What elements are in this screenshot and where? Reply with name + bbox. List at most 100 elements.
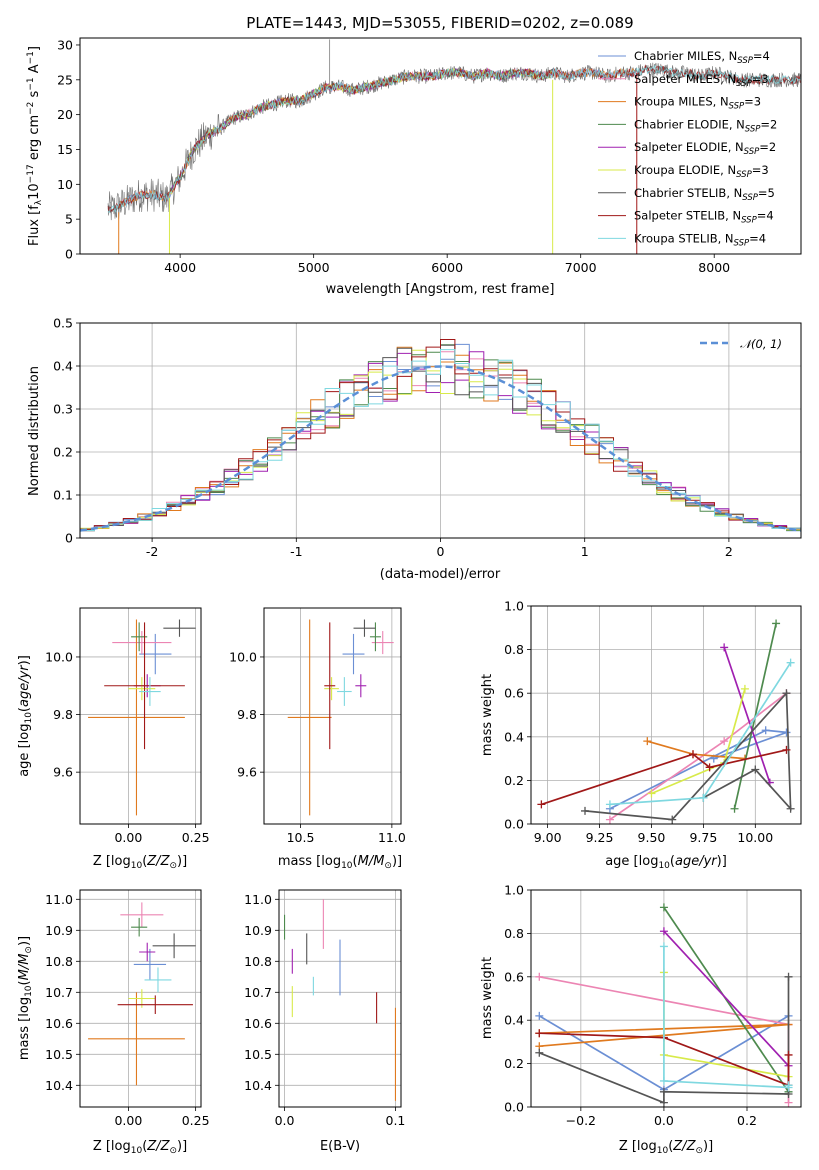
y-tick-label: 10.5 (244, 1047, 272, 1062)
y-tick-label: 5 (65, 212, 73, 227)
legend-label-salpeter-stelib: Salpeter STELIB, NSSP=4 (634, 209, 774, 226)
errorbar-kroupa-stelib (139, 677, 161, 706)
marker-salpeter-elodie (720, 643, 729, 652)
errorbar-salpeter-elodie (355, 674, 367, 698)
series-chabrier-stelib (584, 691, 792, 821)
age-vs-metallicity-panel: 0.00 0.25 9.6 9.8 10.0 Z [log10(Z/Z⊙)] age [… (17, 607, 210, 871)
marker-kroupa-stelib (699, 793, 708, 802)
marker-chabrier-stelib (782, 689, 791, 698)
y-tick-label: 10.4 (244, 1078, 272, 1093)
mass-ebv-ticks: 0.0 0.1 10.4 10.5 10.6 10.7 10.8 10.9 11.0 (244, 892, 405, 1128)
x-tick-label: -2 (146, 544, 158, 559)
spectrum-marks (107, 39, 801, 254)
x-tick-label: 9.75 (689, 830, 717, 845)
age-vs-mass-panel: 10.5 11.0 9.6 9.8 10.0 mass [log10(M/M⊙)] (229, 607, 406, 871)
x-tick-label: 0.0 (275, 1113, 295, 1128)
mass-ebv-marks (283, 899, 397, 1101)
errorbar-kroupa-stelib (144, 967, 172, 993)
spectrum-title: PLATE=1443, MJD=53055, FIBERID=0202, z=0… (246, 14, 633, 32)
legend-label-chabrier-elodie: Chabrier ELODIE, NSSP=2 (634, 117, 777, 134)
y-tick-label: 9.6 (53, 765, 73, 780)
y-tick-label: 0.0 (504, 817, 524, 832)
x-tick-label: 0 (437, 544, 445, 559)
histogram-marks (79, 339, 802, 538)
age-mass-axes-frame (263, 607, 402, 825)
x-tick-label: 1 (581, 544, 589, 559)
y-tick-label: 9.8 (53, 707, 73, 722)
mass-z-ticks: 0.00 0.25 10.4 10.5 10.6 10.7 10.8 10.9 11.0 (45, 892, 209, 1128)
mass-ebv-axes-frame (278, 889, 402, 1108)
marker-kroupa-stelib (605, 800, 614, 809)
histogram-kroupa-stelib (79, 349, 802, 538)
y-tick-label: 0.2 (53, 445, 73, 460)
y-tick-label: 0.3 (53, 402, 73, 417)
x-tick-label: 0.0 (654, 1113, 674, 1128)
y-tick-label: 10.5 (45, 1047, 73, 1062)
legend-label-salpeter-miles: Salpeter MILES, NSSP=3 (634, 72, 769, 89)
errorbar-salpeter-miles (120, 902, 164, 928)
errorbar-salpeter-miles (112, 631, 172, 655)
x-tick-label: 0.25 (182, 830, 210, 845)
x-tick-label: 10.00 (737, 830, 773, 845)
x-tick-label: 11.0 (378, 830, 406, 845)
x-tick-label: 4000 (164, 260, 196, 275)
marker-chabrier-miles (782, 728, 791, 737)
errorbar-kroupa-miles (287, 619, 332, 816)
y-tick-label: 0 (65, 247, 73, 262)
spectrum-axes-frame (79, 37, 802, 255)
errorbar-chabrier-stelib (163, 619, 196, 637)
spectrum-x-label: wavelength [Angstrom, rest frame] (326, 282, 555, 297)
errorbar-salpeter-stelib (104, 622, 185, 750)
marker-kroupa-stelib (784, 1081, 793, 1090)
marker-salpeter-stelib (689, 750, 697, 759)
weight-z-axes-frame (530, 889, 802, 1108)
marker-chabrier-stelib (659, 1087, 668, 1096)
marker-chabrier-stelib (751, 765, 760, 774)
legend-normal-label: 𝒩(0, 1) (740, 337, 782, 351)
mass-vs-metallicity-panel: 0.00 0.25 10.4 10.5 10.6 10.7 10.8 10.9 11.0 Z [… (17, 889, 210, 1156)
age-z-ticks: 0.00 0.25 9.6 9.8 10.0 (45, 649, 209, 845)
y-tick-label: 10 (57, 177, 73, 192)
errorbar-kroupa-elodie (324, 677, 339, 701)
weight-age-axes-frame (530, 605, 802, 825)
series-salpeter-elodie (663, 930, 790, 1067)
age-z-x-label: Z [log10(Z/Z⊙)] (93, 854, 187, 871)
marker-chabrier-elodie (772, 619, 781, 628)
errorbar-kroupa-miles (88, 619, 185, 816)
age-mass-grid (264, 608, 401, 824)
y-tick-label: 10.7 (244, 985, 272, 1000)
y-tick-label: 0.1 (53, 488, 73, 503)
errorbar-chabrier-elodie (369, 622, 381, 652)
series-salpeter-stelib (541, 749, 787, 806)
histogram-x-label: (data-model)/error (380, 567, 501, 582)
weight-age-ticks: 9.00 9.25 9.50 9.75 10.00 0.0 0.2 0.4 0.6 0.8 1.0 (504, 599, 773, 846)
age-z-y-label: age [log10(age/yr)] (17, 655, 34, 777)
y-tick-label: 9.6 (237, 765, 257, 780)
mass-z-axes-frame (79, 889, 202, 1108)
series-salpeter-elodie (723, 647, 771, 783)
weight-z-x-label: Z [log10(Z/Z⊙)] (619, 1139, 713, 1156)
y-tick-label: 10.4 (45, 1078, 73, 1093)
spectrum-ticks: 4000 5000 6000 7000 8000 0 5 10 15 20 25 30 (57, 37, 730, 275)
y-tick-label: 10.0 (229, 649, 257, 664)
y-tick-label: 25 (57, 72, 73, 87)
spectrum-panel: PLATE=1443, MJD=53055, FIBERID=0202, z=0… (26, 14, 802, 297)
mass-z-marks (88, 902, 196, 1086)
y-tick-label: 0.4 (53, 359, 73, 374)
weight-age-y-label: mass weight (480, 674, 495, 756)
errorbar-salpeter-stelib (117, 995, 193, 1014)
marker-salpeter-stelib (782, 745, 791, 754)
y-tick-label: 0.6 (504, 686, 524, 701)
y-tick-label: 10.9 (45, 923, 73, 938)
weight-z-ticks: −0.2 0.0 0.2 0.0 0.2 0.4 0.6 0.8 1.0 (504, 883, 757, 1129)
histogram-axes-frame (79, 322, 802, 539)
histogram-ticks: -2 -1 0 1 2 0 0.1 0.2 0.3 0.4 0.5 (53, 316, 733, 560)
y-tick-label: 15 (57, 142, 73, 157)
y-tick-label: 10.7 (45, 985, 73, 1000)
histogram-y-label: Normed distribution (27, 366, 42, 496)
mass-ebv-x-label: E(B-V) (320, 1139, 360, 1154)
errorbar-chabrier-elodie (131, 917, 148, 937)
marker-kroupa-miles (643, 737, 652, 746)
marker-chabrier-elodie (659, 903, 668, 912)
mass-vs-extinction-panel: 0.0 0.1 10.4 10.5 10.6 10.7 10.8 10.9 11.0 E(B-V… (244, 889, 405, 1154)
